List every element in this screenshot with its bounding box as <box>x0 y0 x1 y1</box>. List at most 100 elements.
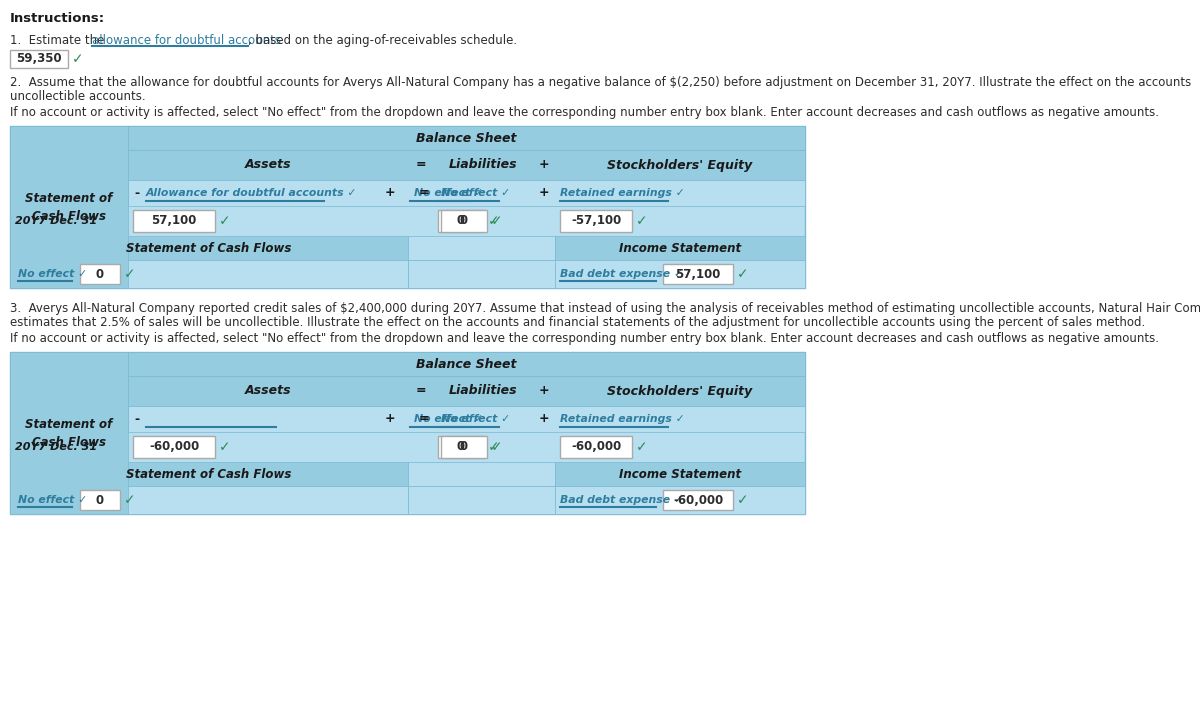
Text: ✓: ✓ <box>220 440 230 454</box>
Text: 57,100: 57,100 <box>676 267 721 280</box>
Text: If no account or activity is affected, select "No effect" from the dropdown and : If no account or activity is affected, s… <box>10 106 1159 119</box>
Text: No effect ✓: No effect ✓ <box>442 188 510 198</box>
Bar <box>10 126 805 288</box>
Text: -57,100: -57,100 <box>571 214 622 227</box>
Bar <box>560 210 632 232</box>
Text: Assets: Assets <box>245 158 292 171</box>
Bar <box>662 490 733 510</box>
Bar <box>80 490 120 510</box>
Text: Statement of
Cash Flows: Statement of Cash Flows <box>25 191 113 222</box>
Text: =: = <box>415 384 426 397</box>
Text: Instructions:: Instructions: <box>10 12 106 25</box>
Bar <box>408 462 554 486</box>
Text: No effect ✓: No effect ✓ <box>18 495 88 505</box>
Text: ✓: ✓ <box>636 440 648 454</box>
Text: 1.  Estimate the: 1. Estimate the <box>10 34 108 47</box>
Bar <box>554 260 805 288</box>
Bar <box>408 260 554 288</box>
Text: ✓: ✓ <box>491 440 503 454</box>
Text: -60,000: -60,000 <box>571 440 622 453</box>
Text: uncollectible accounts.: uncollectible accounts. <box>10 90 145 103</box>
Text: +: + <box>385 186 395 199</box>
Text: Balance Sheet: Balance Sheet <box>416 131 517 145</box>
Text: ✓: ✓ <box>124 267 136 281</box>
Text: -: - <box>134 412 139 425</box>
Text: Retained earnings ✓: Retained earnings ✓ <box>560 414 685 424</box>
Text: No effect ✓: No effect ✓ <box>442 414 510 424</box>
Text: estimates that 2.5% of sales will be uncollectible. Illustrate the effect on the: estimates that 2.5% of sales will be unc… <box>10 316 1145 329</box>
Text: -60,000: -60,000 <box>673 493 724 506</box>
Text: 20Y7 Dec. 31: 20Y7 Dec. 31 <box>14 216 97 226</box>
Text: ✓: ✓ <box>491 214 503 228</box>
Bar <box>10 236 408 260</box>
Bar <box>442 210 487 232</box>
Bar <box>10 352 805 514</box>
Text: =: = <box>415 158 426 171</box>
Text: Bad debt expense ✓: Bad debt expense ✓ <box>560 269 683 279</box>
Text: 0: 0 <box>96 493 104 506</box>
Bar <box>128 376 805 406</box>
Text: Liabilities: Liabilities <box>449 384 517 397</box>
Text: ✓: ✓ <box>488 214 499 228</box>
Text: -: - <box>134 186 139 199</box>
Text: ✓: ✓ <box>488 440 499 454</box>
Text: ✓: ✓ <box>72 52 84 66</box>
Text: Stockholders' Equity: Stockholders' Equity <box>607 384 752 397</box>
Text: Bad debt expense ✓: Bad debt expense ✓ <box>560 495 683 505</box>
Bar <box>80 264 120 284</box>
Bar <box>10 462 408 486</box>
Text: 2.  Assume that the allowance for doubtful accounts for Averys All-Natural Compa: 2. Assume that the allowance for doubtfu… <box>10 76 1192 89</box>
Bar <box>10 260 408 288</box>
Text: +: + <box>539 384 550 397</box>
Bar <box>438 436 484 458</box>
Text: Retained earnings ✓: Retained earnings ✓ <box>560 188 685 198</box>
Bar <box>128 126 805 150</box>
Text: Liabilities: Liabilities <box>449 158 517 171</box>
Text: =: = <box>419 412 430 425</box>
Text: 0: 0 <box>457 440 466 453</box>
Bar <box>128 352 805 376</box>
Text: Allowance for doubtful accounts ✓: Allowance for doubtful accounts ✓ <box>146 188 358 198</box>
Bar <box>133 436 215 458</box>
Bar <box>133 210 215 232</box>
Bar <box>128 406 805 432</box>
Text: 3.  Averys All-Natural Company reported credit sales of $2,400,000 during 20Y7. : 3. Averys All-Natural Company reported c… <box>10 302 1200 315</box>
Bar <box>128 150 805 180</box>
Bar <box>662 264 733 284</box>
Text: Stockholders' Equity: Stockholders' Equity <box>607 158 752 171</box>
Text: No effect ✓: No effect ✓ <box>414 188 484 198</box>
Text: allowance for doubtful accounts: allowance for doubtful accounts <box>92 34 281 47</box>
Text: ✓: ✓ <box>124 493 136 507</box>
Bar <box>10 50 68 68</box>
Text: ✓: ✓ <box>737 267 749 281</box>
Text: Statement of
Cash Flows: Statement of Cash Flows <box>25 417 113 449</box>
Text: Assets: Assets <box>245 384 292 397</box>
Bar <box>438 210 484 232</box>
Text: Income Statement: Income Statement <box>619 467 742 480</box>
Bar <box>554 462 805 486</box>
Text: Income Statement: Income Statement <box>619 242 742 255</box>
Text: Statement of Cash Flows: Statement of Cash Flows <box>126 467 292 480</box>
Bar <box>408 236 554 260</box>
Bar <box>408 486 554 514</box>
Text: ✓: ✓ <box>636 214 648 228</box>
Bar <box>10 486 408 514</box>
Text: , based on the aging-of-receivables schedule.: , based on the aging-of-receivables sche… <box>248 34 517 47</box>
Text: +: + <box>385 412 395 425</box>
Text: 0: 0 <box>460 214 468 227</box>
Text: 57,100: 57,100 <box>151 214 197 227</box>
Text: ✓: ✓ <box>737 493 749 507</box>
Bar <box>554 236 805 260</box>
Text: -60,000: -60,000 <box>149 440 199 453</box>
Text: 0: 0 <box>96 267 104 280</box>
Text: 0: 0 <box>457 214 466 227</box>
Text: 59,350: 59,350 <box>16 52 62 65</box>
Text: No effect ✓: No effect ✓ <box>18 269 88 279</box>
Bar <box>10 352 128 514</box>
Text: No effect ✓: No effect ✓ <box>414 414 484 424</box>
Text: Statement of Cash Flows: Statement of Cash Flows <box>126 242 292 255</box>
Bar <box>10 126 128 288</box>
Text: Balance Sheet: Balance Sheet <box>416 358 517 371</box>
Text: ✓: ✓ <box>220 214 230 228</box>
Text: 20Y7 Dec. 31: 20Y7 Dec. 31 <box>14 442 97 452</box>
